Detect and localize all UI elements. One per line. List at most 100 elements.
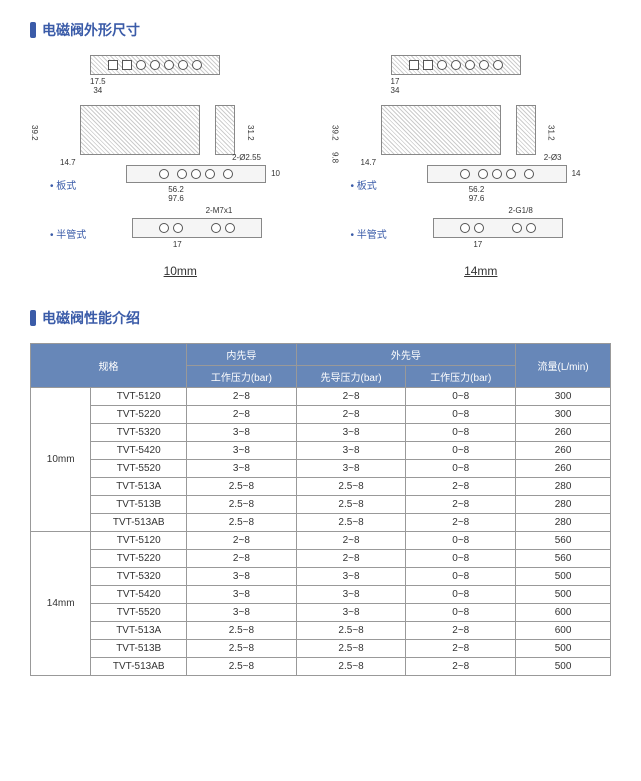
cell-model: TVT-513A	[91, 622, 187, 640]
cell-model: TVT-5120	[91, 532, 187, 550]
cell-int: 3~8	[187, 568, 297, 586]
cell-flow: 600	[516, 622, 611, 640]
th-flow: 流量(L/min)	[516, 344, 611, 388]
pipe-annot-14: 2-G1/8	[508, 206, 532, 215]
cell-ext_w: 2~8	[406, 514, 516, 532]
top-view-10	[90, 55, 220, 75]
marker-icon	[30, 310, 36, 326]
cell-flow: 280	[516, 496, 611, 514]
cell-ext_w: 0~8	[406, 568, 516, 586]
cell-ext_p: 2.5~8	[296, 658, 406, 676]
pipe-view-14	[433, 218, 563, 238]
cell-ext_w: 0~8	[406, 406, 516, 424]
dim-h1-10: 39.2	[30, 125, 39, 141]
cell-flow: 500	[516, 640, 611, 658]
cell-model: TVT-5420	[91, 442, 187, 460]
marker-icon	[30, 22, 36, 38]
plate-annot-14: 2-Ø3	[544, 153, 562, 162]
dim-title: 电磁阀外形尺寸	[42, 20, 140, 40]
table-row: TVT-53203~83~80~8500	[31, 568, 611, 586]
th-workp-1: 工作压力(bar)	[187, 366, 297, 388]
cell-flow: 260	[516, 460, 611, 478]
cell-flow: 600	[516, 604, 611, 622]
th-workp-2: 工作压力(bar)	[406, 366, 516, 388]
cell-ext_w: 0~8	[406, 424, 516, 442]
plate-view-14	[427, 165, 567, 183]
cell-ext_p: 3~8	[296, 586, 406, 604]
th-internal: 内先导	[187, 344, 297, 366]
cell-model: TVT-5320	[91, 424, 187, 442]
table-row: TVT-513A2.5~82.5~82~8280	[31, 478, 611, 496]
table-row: 14mmTVT-51202~82~80~8560	[31, 532, 611, 550]
plate-label-14: • 板式	[351, 177, 381, 192]
table-row: TVT-52202~82~80~8560	[31, 550, 611, 568]
cell-flow: 560	[516, 532, 611, 550]
th-external: 外先导	[296, 344, 515, 366]
cell-ext_w: 0~8	[406, 442, 516, 460]
table-row: TVT-52202~82~80~8300	[31, 406, 611, 424]
cell-ext_p: 3~8	[296, 568, 406, 586]
side-view-10	[80, 105, 200, 155]
cell-ext_w: 2~8	[406, 478, 516, 496]
cell-int: 2~8	[187, 406, 297, 424]
cell-flow: 560	[516, 550, 611, 568]
cell-model: TVT-5520	[91, 604, 187, 622]
cell-ext_p: 3~8	[296, 460, 406, 478]
cell-model: TVT-513B	[91, 496, 187, 514]
cell-ext_p: 2~8	[296, 550, 406, 568]
table-row: TVT-54203~83~80~8500	[31, 586, 611, 604]
cell-ext_w: 0~8	[406, 586, 516, 604]
plate-h-14: 14	[572, 169, 581, 178]
cell-ext_w: 0~8	[406, 550, 516, 568]
table-row: TVT-513AB2.5~82.5~82~8500	[31, 658, 611, 676]
cell-int: 2.5~8	[187, 658, 297, 676]
cell-model: TVT-513AB	[91, 514, 187, 532]
cell-int: 2.5~8	[187, 478, 297, 496]
top-dims-10: 17.534	[90, 77, 106, 95]
dim-w-10: 14.7	[60, 158, 76, 167]
plate-h-10: 10	[271, 169, 280, 178]
table-row: TVT-54203~83~80~8260	[31, 442, 611, 460]
plate-view-10	[126, 165, 266, 183]
cell-int: 2~8	[187, 550, 297, 568]
cell-ext_w: 2~8	[406, 496, 516, 514]
cell-model: TVT-5220	[91, 550, 187, 568]
side-small-14	[516, 105, 536, 155]
cell-ext_p: 2.5~8	[296, 478, 406, 496]
group-size-cell: 10mm	[31, 388, 91, 532]
cell-int: 2~8	[187, 388, 297, 406]
dim-h2-14: 31.2	[547, 125, 556, 141]
cell-ext_p: 2~8	[296, 388, 406, 406]
pipe-view-10	[132, 218, 262, 238]
cell-int: 2~8	[187, 532, 297, 550]
top-view-14	[391, 55, 521, 75]
cell-int: 2.5~8	[187, 640, 297, 658]
perf-section-header: 电磁阀性能介绍	[30, 308, 611, 328]
plate-annot-10: 2-Ø2.55	[232, 153, 261, 162]
table-row: TVT-53203~83~80~8260	[31, 424, 611, 442]
cell-ext_w: 0~8	[406, 604, 516, 622]
cell-flow: 500	[516, 568, 611, 586]
cell-int: 2.5~8	[187, 496, 297, 514]
cell-int: 3~8	[187, 442, 297, 460]
pipe-annot-10: 2-M7x1	[206, 206, 233, 215]
perf-title: 电磁阀性能介绍	[42, 308, 140, 328]
table-row: TVT-513AB2.5~82.5~82~8280	[31, 514, 611, 532]
table-row: TVT-513B2.5~82.5~82~8280	[31, 496, 611, 514]
diagrams-container: 17.534 39.2 14.7 31.2 • 板式 2-Ø2.55 10	[50, 55, 611, 278]
cell-ext_p: 3~8	[296, 442, 406, 460]
th-spec: 规格	[31, 344, 187, 388]
table-row: TVT-55203~83~80~8600	[31, 604, 611, 622]
cell-ext_w: 2~8	[406, 640, 516, 658]
cell-model: TVT-513AB	[91, 658, 187, 676]
side-small-10	[215, 105, 235, 155]
cell-flow: 300	[516, 388, 611, 406]
cell-flow: 300	[516, 406, 611, 424]
cell-ext_p: 2.5~8	[296, 622, 406, 640]
diagram-col-10mm: 17.534 39.2 14.7 31.2 • 板式 2-Ø2.55 10	[50, 55, 311, 278]
dim-w-14: 14.7	[361, 158, 377, 167]
cell-model: TVT-5320	[91, 568, 187, 586]
cell-ext_w: 2~8	[406, 658, 516, 676]
cell-int: 3~8	[187, 604, 297, 622]
cell-model: TVT-5420	[91, 586, 187, 604]
